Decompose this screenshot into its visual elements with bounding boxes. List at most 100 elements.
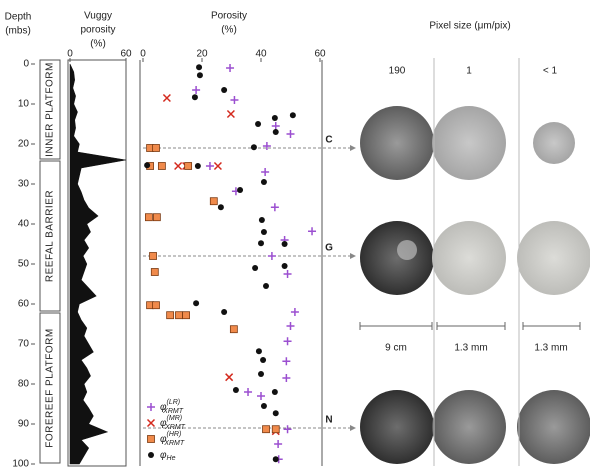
x-tick-label: 20 bbox=[196, 49, 208, 60]
point-cross bbox=[226, 109, 235, 119]
point-square bbox=[182, 311, 190, 320]
image-n-lt1 bbox=[517, 390, 590, 464]
image-g-1 bbox=[432, 221, 506, 295]
y-tick-label: 70 bbox=[18, 339, 30, 350]
point-plus bbox=[261, 168, 270, 176]
vuggy-frame bbox=[67, 59, 127, 467]
image-c-lt1 bbox=[533, 122, 575, 164]
y-tick-label: 10 bbox=[18, 99, 30, 110]
point-dot bbox=[260, 403, 267, 409]
point-dot bbox=[193, 300, 200, 307]
point-plus bbox=[290, 308, 299, 316]
image-n-190 bbox=[360, 390, 434, 464]
image-g-lt1 bbox=[517, 221, 590, 295]
point-cross bbox=[225, 373, 234, 382]
vuggy-title: porosity bbox=[80, 25, 115, 36]
point-cross bbox=[146, 418, 156, 428]
point-square bbox=[147, 435, 155, 443]
scale-label: 1.3 mm bbox=[534, 343, 567, 354]
legend-entry: φ(HR) XRMT bbox=[160, 431, 185, 447]
zone-label: FOREREEF PLATFORM bbox=[45, 328, 56, 447]
zone-box bbox=[39, 59, 61, 160]
y-axis-label: Depth bbox=[5, 12, 32, 23]
legend-sub: XRMT bbox=[162, 408, 184, 415]
point-dot bbox=[258, 371, 264, 377]
point-dot bbox=[260, 229, 267, 235]
point-dot bbox=[289, 112, 296, 119]
point-plus bbox=[262, 142, 271, 150]
point-dot bbox=[258, 217, 265, 223]
point-dot bbox=[217, 204, 224, 211]
legend-entry: φHe bbox=[160, 450, 176, 462]
point-plus bbox=[192, 86, 201, 94]
legend-symbol: φ bbox=[160, 402, 167, 413]
point-square bbox=[152, 213, 161, 222]
x-tick-label: 0 bbox=[140, 49, 146, 60]
point-plus bbox=[271, 122, 280, 130]
point-square bbox=[229, 325, 238, 334]
y-tick-label: 50 bbox=[18, 259, 30, 270]
porosity-frame bbox=[139, 60, 323, 466]
point-plus bbox=[274, 440, 283, 448]
point-square bbox=[150, 268, 159, 276]
legend-sub: XRMT bbox=[163, 440, 185, 447]
point-dot bbox=[260, 357, 267, 363]
point-dot bbox=[258, 240, 264, 247]
column-label: < 1 bbox=[543, 66, 558, 77]
point-dot bbox=[271, 389, 278, 395]
legend-sup: (HR) bbox=[167, 431, 182, 438]
point-dot bbox=[250, 144, 257, 151]
point-cross bbox=[213, 161, 222, 171]
point-dot bbox=[281, 241, 288, 247]
y-tick-label: 0 bbox=[23, 59, 29, 70]
legend-symbol: φ bbox=[160, 418, 167, 429]
y-tick-label: 30 bbox=[18, 179, 30, 190]
legend-symbol: φ bbox=[160, 434, 167, 445]
point-plus bbox=[308, 227, 317, 236]
y-tick-label: 100 bbox=[12, 459, 29, 468]
point-dot bbox=[196, 64, 203, 71]
point-cross bbox=[174, 161, 183, 171]
column-label: 190 bbox=[389, 66, 406, 77]
marker-label: C bbox=[325, 135, 332, 146]
point-dot bbox=[272, 129, 279, 135]
legend-sub: XRMT bbox=[164, 424, 186, 431]
x-tick-label: 60 bbox=[314, 49, 326, 60]
y-axis-label: (mbs) bbox=[5, 26, 31, 37]
point-square bbox=[149, 252, 157, 260]
point-dot bbox=[148, 452, 154, 458]
point-dot bbox=[263, 283, 270, 289]
zone-box bbox=[39, 160, 61, 312]
point-square bbox=[157, 162, 166, 170]
point-dot bbox=[191, 94, 198, 101]
vuggy-title: (%) bbox=[90, 39, 106, 50]
point-plus bbox=[283, 337, 292, 346]
point-dot bbox=[252, 265, 259, 271]
point-square bbox=[152, 144, 160, 152]
marker-label: G bbox=[325, 243, 333, 254]
x-tick-label: 0 bbox=[67, 49, 73, 60]
point-dot bbox=[255, 348, 262, 355]
zone-label: INNER PLATFORM bbox=[45, 62, 56, 157]
scale-label: 1.3 mm bbox=[454, 343, 487, 354]
point-plus bbox=[282, 374, 291, 382]
point-plus bbox=[286, 130, 295, 138]
marker-arrow bbox=[350, 145, 356, 151]
marker-arrow bbox=[350, 253, 356, 259]
point-dot bbox=[272, 410, 279, 417]
point-plus bbox=[226, 64, 235, 72]
legend-sup: (MR) bbox=[167, 415, 183, 422]
y-tick-label: 80 bbox=[18, 379, 30, 390]
point-square bbox=[144, 213, 153, 222]
point-square bbox=[262, 425, 270, 434]
point-dot bbox=[237, 187, 244, 193]
point-dot bbox=[271, 115, 278, 121]
point-cross bbox=[162, 93, 171, 103]
images-title: Pixel size (μm/pix) bbox=[429, 21, 510, 32]
point-plus bbox=[257, 392, 265, 400]
vuggy-profile bbox=[69, 63, 127, 465]
point-square bbox=[184, 162, 193, 170]
point-plus bbox=[282, 357, 291, 366]
point-dot bbox=[255, 121, 262, 127]
point-plus bbox=[270, 203, 279, 212]
